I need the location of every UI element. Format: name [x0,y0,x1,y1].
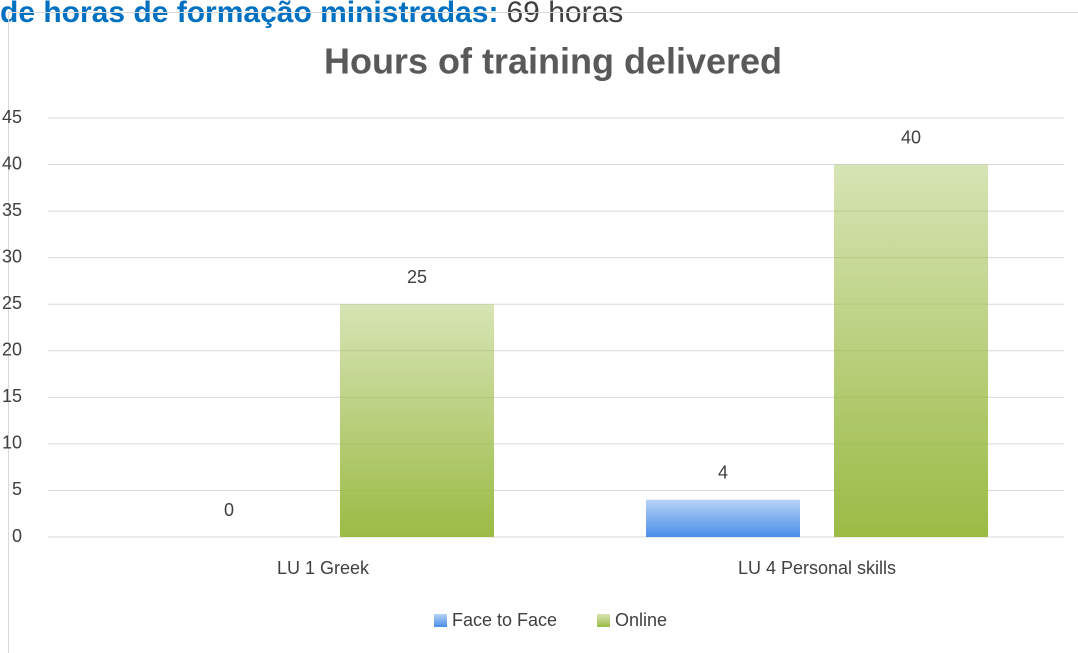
x-tick-label: LU 1 Greek [277,558,370,578]
y-tick-label: 5 [12,479,22,499]
data-label: 4 [718,463,728,483]
y-tick-label: 25 [2,293,22,313]
y-tick-label: 20 [2,340,22,360]
chart-title: Hours of training delivered [324,41,782,82]
header-label: de horas de formação ministradas: [0,0,499,29]
y-tick-label: 45 [2,107,22,127]
legend-swatch [597,614,610,627]
header: de horas de formação ministradas: 69 hora… [0,0,623,29]
legend-label: Online [615,610,667,630]
bar [834,164,988,538]
chart-border [8,12,1078,653]
y-tick-label: 10 [2,433,22,453]
data-label: 0 [224,500,234,520]
y-tick-label: 35 [2,200,22,220]
legend-label: Face to Face [452,610,557,630]
y-tick-label: 0 [12,526,22,546]
bar [340,304,494,537]
x-tick-label: LU 4 Personal skills [738,558,896,578]
data-label: 40 [901,127,921,147]
data-label: 25 [407,267,427,287]
legend-swatch [434,614,447,627]
header-value: 69 horas [507,0,624,29]
bar [646,499,800,537]
y-tick-label: 40 [2,153,22,173]
y-tick-label: 30 [2,246,22,266]
y-tick-label: 15 [2,386,22,406]
